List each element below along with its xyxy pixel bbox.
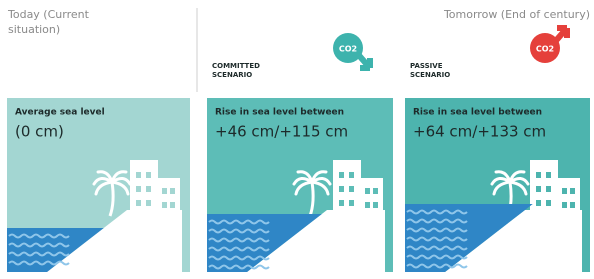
window: [146, 186, 151, 192]
window: [365, 202, 370, 208]
window: [373, 188, 378, 194]
panel-caption: Rise in sea level between: [215, 108, 344, 118]
panel-caption: Average sea level: [15, 108, 105, 118]
building: [333, 160, 361, 220]
building: [556, 178, 580, 220]
panel-value: +46 cm/+115 cm: [215, 123, 348, 141]
window: [339, 186, 344, 192]
window: [365, 188, 370, 194]
window: [349, 172, 354, 178]
window: [546, 172, 551, 178]
window: [546, 186, 551, 192]
window: [170, 202, 175, 208]
window: [536, 200, 541, 206]
window: [349, 186, 354, 192]
window: [136, 186, 141, 192]
window: [162, 188, 167, 194]
window: [570, 188, 575, 194]
window: [136, 200, 141, 206]
window: [146, 200, 151, 206]
window: [570, 202, 575, 208]
window: [136, 172, 141, 178]
infographic: Today (Currentsituation) Tomorrow (End o…: [0, 0, 594, 279]
window: [373, 202, 378, 208]
building: [156, 178, 180, 220]
window: [536, 186, 541, 192]
window: [339, 172, 344, 178]
co2-label: CO2: [339, 45, 357, 54]
window: [339, 200, 344, 206]
window: [536, 172, 541, 178]
panel-value: +64 cm/+133 cm: [413, 123, 546, 141]
building: [530, 160, 558, 220]
window: [562, 202, 567, 208]
panel-caption: Rise in sea level between: [413, 108, 542, 118]
building: [359, 178, 383, 220]
panels: Average sea level (0 cm) Rise in sea level…: [7, 28, 590, 272]
window: [170, 188, 175, 194]
window: [162, 202, 167, 208]
building: [130, 160, 158, 220]
co2-label: CO2: [536, 45, 554, 54]
panel-value: (0 cm): [15, 123, 64, 141]
window: [349, 200, 354, 206]
co2-arrow: [356, 52, 370, 68]
tomorrow-heading: Tomorrow (End of century): [443, 8, 590, 21]
window: [146, 172, 151, 178]
co2-arrow: [553, 28, 567, 44]
window: [546, 200, 551, 206]
window: [562, 188, 567, 194]
